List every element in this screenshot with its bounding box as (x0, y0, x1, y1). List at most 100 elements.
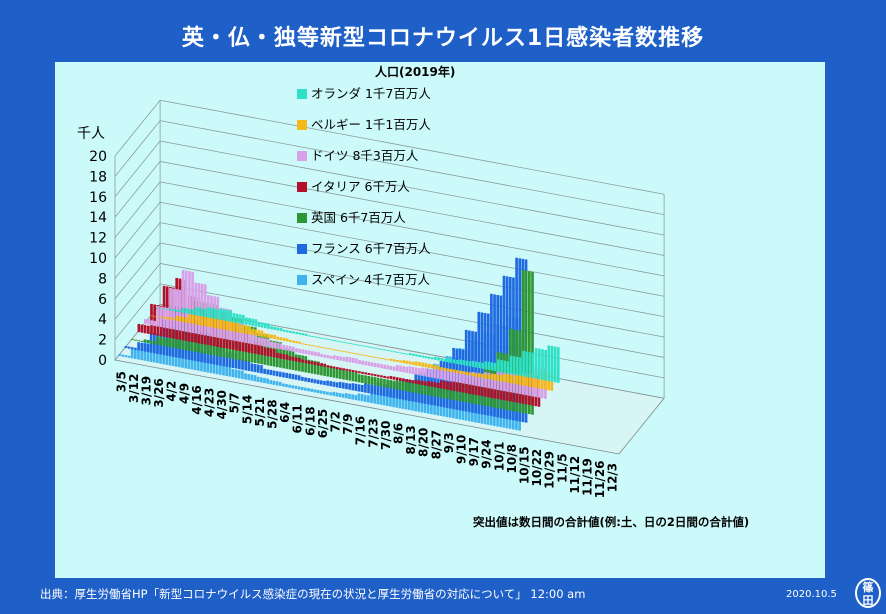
bar (481, 373, 484, 378)
bar (379, 394, 383, 405)
bar (225, 365, 228, 376)
bar (336, 349, 339, 351)
bar (200, 308, 204, 317)
bar (257, 337, 261, 346)
bar (389, 391, 392, 407)
bar (172, 309, 176, 312)
bar (471, 371, 475, 386)
bar (408, 361, 412, 365)
bar (524, 270, 528, 414)
bar (336, 355, 339, 360)
bar (301, 359, 305, 363)
bar (412, 353, 415, 356)
bar (367, 395, 370, 403)
bar (304, 356, 308, 373)
bar (279, 353, 282, 359)
gridline (160, 201, 665, 297)
bar (348, 369, 352, 372)
legend-label: スペイン 4千7百万人 (311, 272, 431, 287)
bar (251, 331, 254, 345)
bar (345, 342, 349, 344)
bar (336, 340, 340, 342)
bar (335, 368, 339, 379)
bar (519, 357, 522, 376)
bar (203, 315, 207, 327)
bar (518, 374, 522, 385)
bar (282, 329, 286, 332)
bar (163, 316, 166, 319)
bar (241, 314, 245, 325)
bar (295, 357, 298, 362)
bar (304, 343, 308, 345)
bar (297, 386, 301, 390)
bar (147, 325, 150, 334)
bar (386, 365, 390, 370)
bar (373, 362, 377, 368)
bar (440, 358, 444, 362)
bar (505, 276, 509, 420)
bar (357, 393, 361, 401)
bar (436, 368, 440, 379)
bar (364, 345, 368, 347)
bar (194, 315, 198, 325)
y-tick-label: 4 (98, 312, 107, 328)
bar (137, 342, 140, 351)
bar (437, 365, 440, 370)
bar (311, 345, 314, 347)
x-tick-label: 6/4 (278, 402, 292, 423)
bar (266, 338, 270, 348)
x-tick-label: 9/3 (442, 432, 456, 453)
bar (462, 360, 466, 366)
bar (370, 362, 374, 367)
bar (266, 378, 269, 384)
bar (468, 372, 472, 385)
bar (389, 376, 393, 380)
bar (396, 359, 399, 363)
bar (402, 381, 405, 391)
bar (310, 360, 314, 374)
bar (373, 385, 377, 395)
bar (278, 381, 282, 386)
gridline (160, 181, 665, 277)
x-tick-label: 11/26 (593, 460, 607, 498)
y-tick-label: 6 (98, 292, 107, 308)
bar (341, 393, 345, 398)
bar (417, 380, 421, 385)
bar (279, 337, 283, 341)
bar (433, 382, 437, 388)
x-tick-label: 3/12 (127, 374, 141, 403)
bar (452, 370, 456, 382)
bar (351, 394, 354, 400)
bar (166, 317, 169, 320)
bar (301, 349, 305, 354)
bar (304, 350, 308, 355)
bar (342, 357, 346, 362)
bar (317, 346, 321, 348)
bar (273, 335, 276, 340)
bar (490, 373, 494, 389)
bar (374, 347, 377, 349)
bar (360, 384, 364, 393)
bar (184, 270, 188, 332)
bar (345, 383, 348, 390)
bar (538, 348, 541, 380)
bar (443, 358, 447, 362)
bar (398, 380, 402, 391)
bar (420, 382, 424, 395)
bar (360, 394, 364, 402)
gridline (114, 140, 161, 198)
bar (300, 387, 304, 391)
legend-label: フランス 6千7百万人 (311, 241, 431, 256)
bar (522, 375, 525, 386)
bar (323, 363, 327, 367)
bar (219, 364, 222, 375)
bar (320, 337, 324, 339)
bar (322, 391, 326, 395)
bar (484, 380, 487, 397)
bar (323, 338, 327, 340)
bar (364, 355, 368, 357)
bar (354, 383, 358, 391)
y-tick-label: 8 (98, 271, 107, 287)
y-tick-label: 16 (89, 190, 107, 206)
bar (286, 330, 289, 333)
